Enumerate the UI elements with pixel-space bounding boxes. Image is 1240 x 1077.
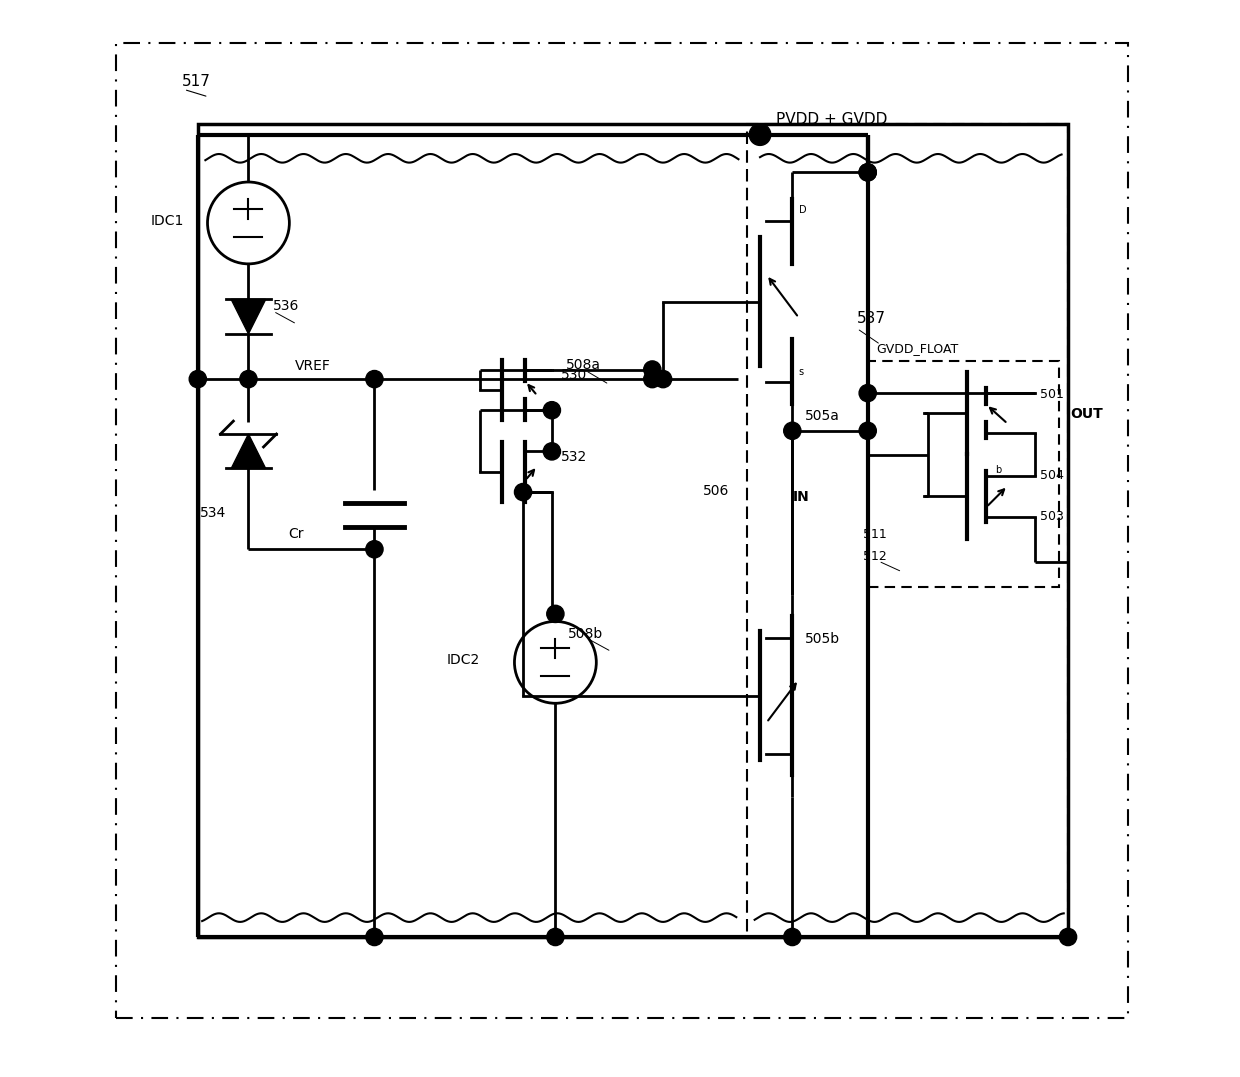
Circle shape	[859, 164, 877, 181]
Text: 532: 532	[560, 450, 587, 464]
Text: 504: 504	[1040, 470, 1064, 482]
Circle shape	[543, 402, 560, 419]
Text: 508a: 508a	[567, 359, 601, 373]
Polygon shape	[231, 299, 265, 334]
Text: 505b: 505b	[805, 632, 841, 646]
Text: 534: 534	[200, 506, 226, 520]
Text: 512: 512	[863, 550, 887, 563]
Circle shape	[655, 370, 672, 388]
Circle shape	[644, 361, 661, 378]
Polygon shape	[231, 434, 265, 468]
Circle shape	[366, 370, 383, 388]
Circle shape	[784, 928, 801, 946]
Circle shape	[784, 422, 801, 439]
Text: OUT: OUT	[1070, 407, 1102, 421]
Text: IDC1: IDC1	[150, 214, 184, 227]
Circle shape	[644, 370, 661, 388]
Circle shape	[859, 422, 877, 439]
Circle shape	[859, 384, 877, 402]
Text: D: D	[799, 206, 806, 215]
Circle shape	[547, 605, 564, 623]
Text: 517: 517	[182, 74, 211, 89]
Text: 508b: 508b	[568, 627, 604, 641]
Circle shape	[366, 541, 383, 558]
Circle shape	[543, 443, 560, 460]
Circle shape	[366, 928, 383, 946]
Text: s: s	[870, 389, 875, 398]
Text: Cr: Cr	[288, 528, 304, 542]
Circle shape	[547, 928, 564, 946]
Text: 537: 537	[857, 311, 885, 326]
Circle shape	[749, 124, 771, 145]
Text: 505a: 505a	[805, 409, 841, 423]
Text: 506: 506	[703, 485, 729, 499]
Text: VREF: VREF	[295, 360, 331, 374]
Text: s: s	[799, 367, 804, 377]
Circle shape	[1059, 928, 1076, 946]
Text: b: b	[994, 465, 1001, 475]
Circle shape	[190, 370, 206, 388]
Text: IDC2: IDC2	[446, 654, 480, 667]
Text: IN: IN	[792, 490, 808, 504]
Text: 511: 511	[863, 529, 887, 542]
Text: 530: 530	[560, 368, 587, 382]
Text: 503: 503	[1040, 510, 1064, 523]
Text: 536: 536	[273, 299, 300, 313]
Text: 501: 501	[1040, 389, 1064, 402]
Circle shape	[859, 164, 877, 181]
Text: PVDD + GVDD: PVDD + GVDD	[776, 112, 888, 127]
Circle shape	[515, 484, 532, 501]
Text: GVDD_FLOAT: GVDD_FLOAT	[877, 342, 959, 355]
Circle shape	[239, 370, 257, 388]
